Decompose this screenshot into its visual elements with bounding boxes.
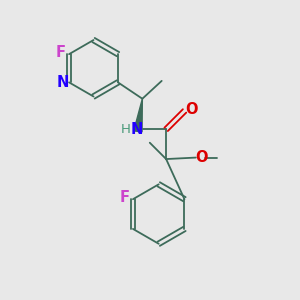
Text: F: F <box>120 190 130 205</box>
Text: H: H <box>121 123 130 136</box>
Polygon shape <box>134 99 142 132</box>
Text: N: N <box>130 122 142 137</box>
Text: O: O <box>195 150 208 165</box>
Text: F: F <box>56 45 66 60</box>
Text: O: O <box>185 102 197 117</box>
Text: N: N <box>56 75 69 90</box>
